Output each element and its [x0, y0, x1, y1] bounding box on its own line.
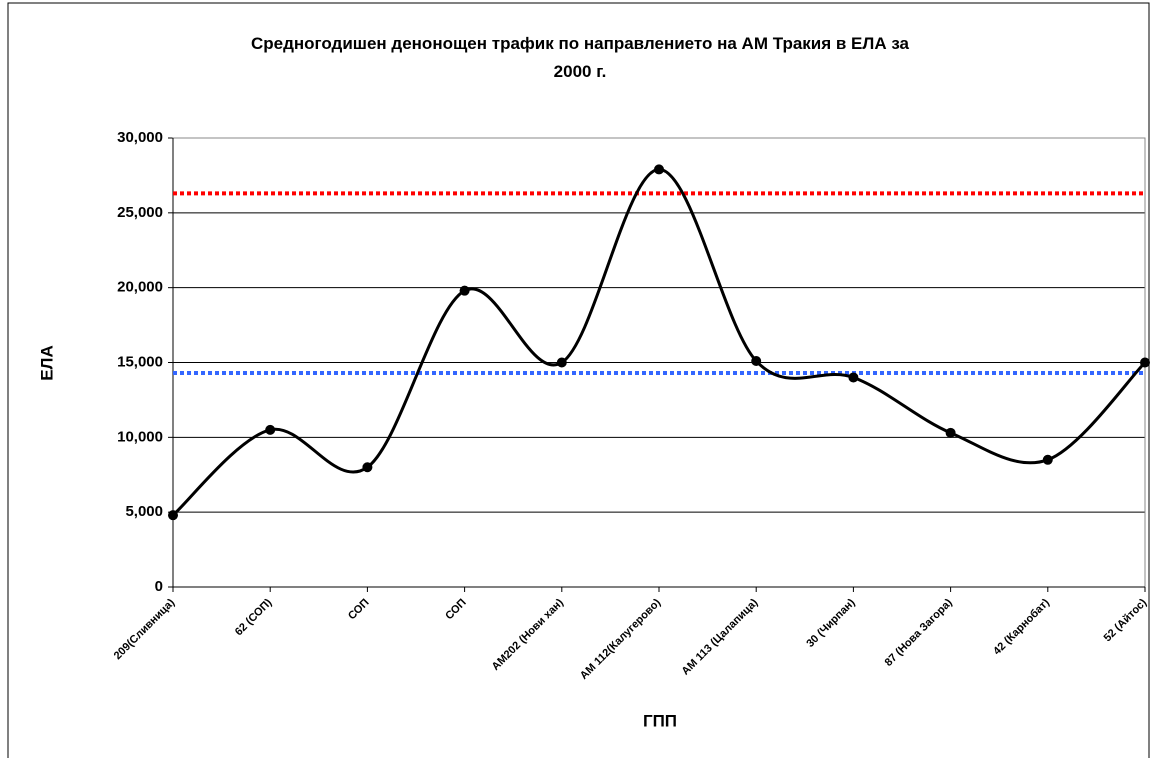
y-tick-label: 30,000: [117, 129, 163, 146]
data-point: [654, 164, 664, 175]
data-point: [848, 372, 859, 383]
data-point: [751, 356, 762, 367]
data-point: [556, 357, 567, 368]
chart-title: Средногодишен денонощен трафик по направ…: [250, 34, 910, 81]
data-point: [459, 285, 470, 296]
data-point: [1140, 357, 1150, 368]
x-axis-label: ГПП: [643, 711, 677, 730]
y-tick-label: 0: [155, 578, 163, 595]
line-series: [172, 167, 1147, 517]
data-point: [265, 424, 276, 435]
data-point: [362, 462, 373, 473]
y-tick-label: 15,000: [117, 353, 163, 370]
data-point: [1042, 454, 1053, 465]
data-point: [945, 427, 956, 438]
chart-border: [7, 2, 1150, 758]
y-tick-label: 20,000: [117, 279, 163, 296]
y-tick-label: 10,000: [117, 428, 163, 445]
y-axis-label: ЕЛА: [37, 345, 56, 381]
y-tick-label: 5,000: [125, 503, 163, 520]
data-point: [168, 510, 178, 521]
y-tick-label: 25,000: [117, 204, 163, 221]
